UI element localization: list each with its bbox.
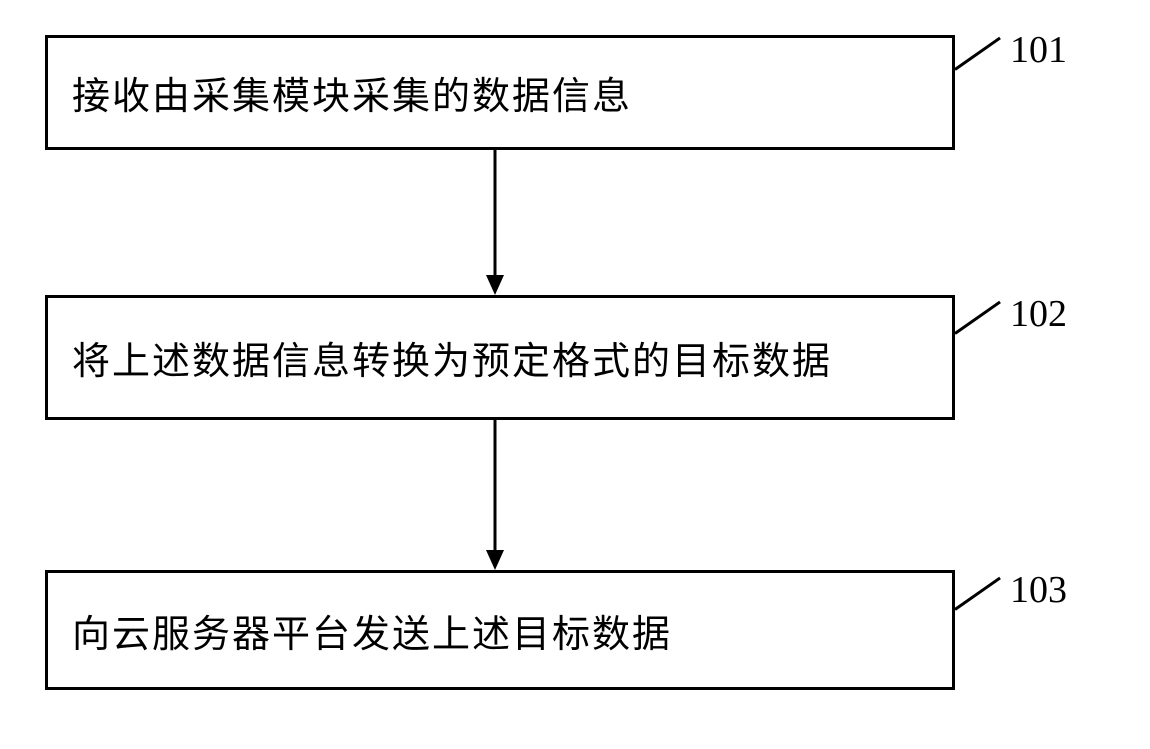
step1-label: 101 [1010,28,1067,72]
step3-text: 向云服务器平台发送上述目标数据 [72,603,672,658]
step2-box: 将上述数据信息转换为预定格式的目标数据 [45,295,955,420]
step1-box: 接收由采集模块采集的数据信息 [45,35,955,150]
step1-text: 接收由采集模块采集的数据信息 [72,65,632,120]
step3-box: 向云服务器平台发送上述目标数据 [45,570,955,690]
flowchart-container: 接收由采集模块采集的数据信息 101 将上述数据信息转换为预定格式的目标数据 1… [0,0,1150,749]
arrow-1 [486,150,504,295]
step2-label: 102 [1010,292,1067,336]
step2-text: 将上述数据信息转换为预定格式的目标数据 [72,330,832,385]
arrow-2 [486,420,504,570]
step3-label: 103 [1010,568,1067,612]
